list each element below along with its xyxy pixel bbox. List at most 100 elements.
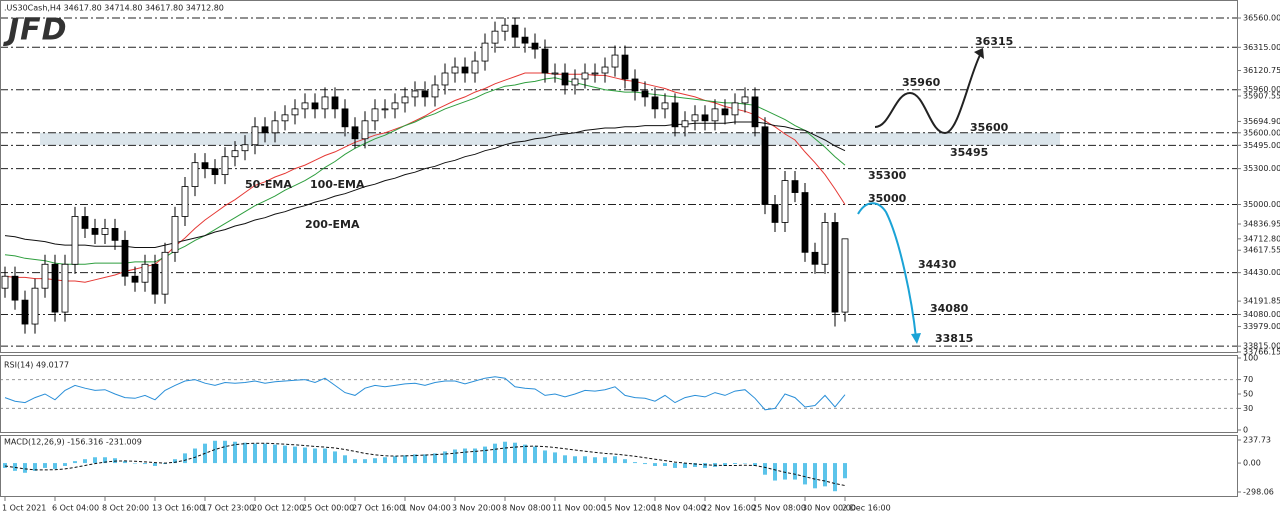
y-tick-label: 35907.55 bbox=[1243, 92, 1280, 101]
candle-body bbox=[41, 263, 49, 289]
candle-body bbox=[631, 78, 639, 92]
y-tick-label: 36120.75 bbox=[1243, 66, 1280, 75]
macd-bar bbox=[613, 456, 617, 464]
candle-body bbox=[381, 108, 389, 111]
candle-body bbox=[821, 222, 829, 265]
candle-body bbox=[721, 108, 729, 116]
candle-body bbox=[351, 126, 359, 140]
macd-bar bbox=[193, 448, 197, 464]
candle-body bbox=[541, 48, 549, 74]
y-tick-label: -298.06 bbox=[1243, 487, 1274, 496]
macd-bar bbox=[703, 463, 707, 468]
macd-bar bbox=[243, 442, 247, 464]
x-tick-label: 8 Oct 20:00 bbox=[102, 504, 149, 513]
x-tick-label: 2 Dec 16:00 bbox=[842, 504, 891, 513]
y-tick-label: 34080.00 bbox=[1243, 310, 1280, 319]
candle-body bbox=[281, 114, 289, 122]
macd-bar bbox=[793, 463, 797, 480]
macd-bar bbox=[833, 463, 837, 492]
y-tick-label: 30 bbox=[1243, 404, 1253, 413]
candle-body bbox=[101, 228, 109, 235]
x-tick-label: 25 Oct 00:00 bbox=[302, 504, 354, 513]
candle-body bbox=[651, 96, 659, 110]
candle-body bbox=[31, 287, 39, 325]
candle-body bbox=[341, 108, 349, 128]
macd-bar bbox=[493, 443, 497, 464]
candle-body bbox=[261, 126, 269, 134]
candle-body bbox=[751, 96, 759, 128]
macd-bar bbox=[273, 444, 277, 464]
y-tick-label: 0.00 bbox=[1243, 459, 1261, 468]
candle-body bbox=[371, 108, 379, 122]
macd-bar bbox=[783, 463, 787, 480]
macd-bar bbox=[523, 444, 527, 464]
y-tick-label: 50 bbox=[1243, 390, 1253, 399]
level-annotation: 35000 bbox=[868, 192, 907, 205]
level-annotation: 35960 bbox=[902, 76, 941, 89]
macd-bar bbox=[153, 463, 157, 466]
level-annotation: 35300 bbox=[868, 169, 907, 182]
macd-bar bbox=[823, 463, 827, 487]
candle-body bbox=[211, 168, 219, 176]
candle-body bbox=[121, 239, 129, 277]
macd-bar bbox=[233, 441, 237, 464]
rsi-title: RSI(14) 49.0177 bbox=[4, 361, 69, 370]
zone bbox=[40, 132, 1060, 146]
x-tick-label: 18 Nov 04:00 bbox=[652, 504, 706, 513]
macd-bar bbox=[3, 463, 7, 468]
macd-bar bbox=[513, 442, 517, 464]
macd-bar bbox=[173, 459, 177, 464]
y-tick-label: 35000.00 bbox=[1243, 200, 1280, 209]
macd-bar bbox=[83, 459, 87, 464]
macd-bar bbox=[503, 441, 507, 464]
macd-bar bbox=[263, 443, 267, 464]
candle-body bbox=[711, 108, 719, 122]
macd-bar bbox=[583, 456, 587, 464]
macd-bar bbox=[293, 446, 297, 464]
macd-bar bbox=[813, 463, 817, 489]
y-tick-label: 36560.00 bbox=[1243, 14, 1280, 23]
macd-bar bbox=[763, 463, 767, 475]
macd-bar bbox=[133, 463, 137, 464]
macd-bar bbox=[683, 463, 687, 468]
y-tick-label: 35960.00 bbox=[1243, 85, 1280, 94]
candle-body bbox=[191, 162, 199, 187]
macd-bar bbox=[463, 448, 467, 464]
candle-body bbox=[661, 102, 669, 110]
y-tick-label: 237.73 bbox=[1243, 436, 1271, 445]
macd-bar bbox=[693, 463, 697, 467]
macd-bar bbox=[33, 463, 37, 471]
macd-bar bbox=[773, 463, 777, 481]
macd-bar bbox=[573, 456, 577, 464]
macd-bar bbox=[453, 449, 457, 464]
macd-bar bbox=[443, 451, 447, 464]
macd-panel-frame bbox=[0, 435, 1238, 497]
candle-body bbox=[391, 102, 399, 110]
y-tick-label: 35600.00 bbox=[1243, 128, 1280, 137]
macd-bar bbox=[223, 440, 227, 464]
macd-bar bbox=[253, 443, 257, 464]
macd-bar bbox=[553, 452, 557, 464]
y-tick-label: 34191.85 bbox=[1243, 297, 1280, 306]
x-tick-label: 1 Nov 04:00 bbox=[402, 504, 451, 513]
candle-body bbox=[1, 275, 9, 289]
candle-body bbox=[321, 96, 329, 110]
candle-body bbox=[141, 263, 149, 283]
candle-body bbox=[51, 263, 59, 313]
candle-body bbox=[511, 24, 519, 38]
candle-body bbox=[531, 42, 539, 50]
x-tick-label: 13 Oct 16:00 bbox=[152, 504, 204, 513]
y-tick-label: 34712.80 bbox=[1243, 234, 1280, 243]
candle-body bbox=[91, 228, 99, 235]
candle-body bbox=[301, 102, 309, 110]
candle-body bbox=[621, 54, 629, 80]
x-tick-label: 3 Nov 20:00 bbox=[452, 504, 501, 513]
x-tick-label: 25 Nov 08:00 bbox=[752, 504, 806, 513]
macd-bar bbox=[373, 458, 377, 464]
candle-body bbox=[331, 96, 339, 110]
chart-header: .US30Cash,H4 34617.80 34714.80 34617.80 … bbox=[4, 4, 224, 13]
macd-bar bbox=[303, 447, 307, 464]
macd-bar bbox=[603, 457, 607, 464]
x-tick-label: 20 Oct 12:00 bbox=[252, 504, 304, 513]
candle-body bbox=[741, 96, 749, 104]
